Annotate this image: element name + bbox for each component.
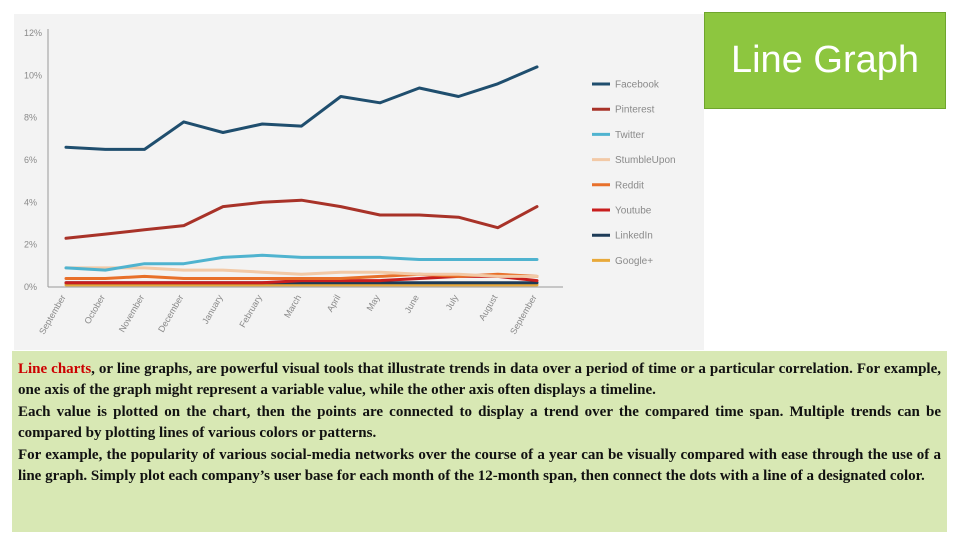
y-tick-label: 4% [24,197,37,207]
x-tick-label: February [237,293,264,330]
legend-label: StumbleUpon [615,155,676,166]
y-tick-label: 2% [24,240,37,250]
x-tick-label: October [82,293,107,326]
line-chart: 0% 2% 4% 6% 8% 10% 12% September October Novembe… [24,28,676,336]
x-tick-label: December [156,293,185,334]
legend-label: Twitter [615,130,645,141]
description-text: Line charts, or line graphs, are powerfu… [12,351,947,532]
x-tick-label: July [444,293,461,312]
paragraph-1-text: , or line graphs, are powerful visual to… [18,361,941,399]
series-line-facebook [64,65,539,151]
legend-label: Pinterest [615,105,655,116]
x-tick-label: May [365,293,382,313]
legend-label: LinkedIn [615,231,653,242]
series-line-reddit [64,272,539,280]
y-tick-label: 10% [24,70,42,80]
y-tick-label: 8% [24,113,37,123]
highlight-term: Line charts [18,361,92,377]
legend-label: Youtube [615,206,652,217]
x-tick-label: November [117,293,146,334]
x-tick-label: March [282,293,303,320]
x-tick-label: August [477,293,500,323]
paragraph-1: Line charts, or line graphs, are powerfu… [18,359,941,402]
page-title: Line Graph [730,39,919,81]
series-line-stumbleupon [64,266,539,278]
series-line-pinterest [64,198,539,240]
series-line-twitter [64,253,539,272]
y-tick-label: 12% [24,28,42,38]
paragraph-3: For example, the popularity of various s… [18,446,941,485]
x-tick-label: January [200,293,225,326]
x-tick-label: April [325,293,343,314]
legend-label: Facebook [615,80,660,91]
legend-label: Google+ [615,256,653,267]
legend-label: Reddit [615,180,644,191]
paragraph-2: Each value is plotted on the chart, then… [18,403,941,442]
x-tick-label: September [37,293,68,336]
title-box: Line Graph [704,12,946,109]
y-tick-label: 0% [24,282,37,292]
x-tick-label: September [508,293,539,336]
chart-panel: 0% 2% 4% 6% 8% 10% 12% September October Novembe… [14,14,704,350]
y-tick-label: 6% [24,155,37,165]
x-tick-label: June [403,293,421,315]
